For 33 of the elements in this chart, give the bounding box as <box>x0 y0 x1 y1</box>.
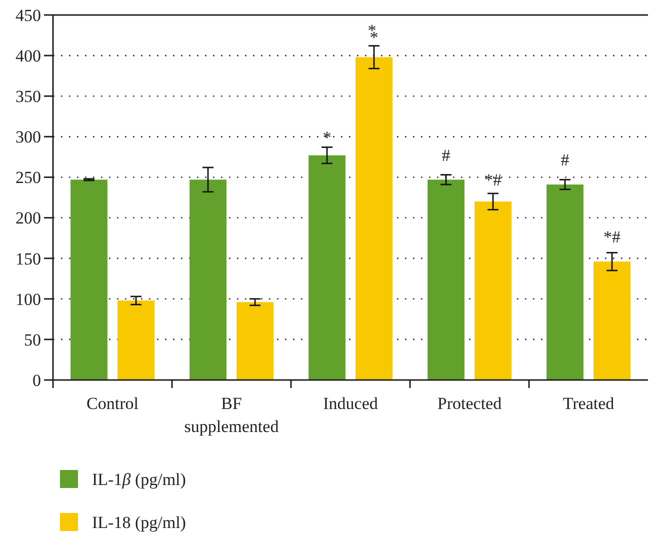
bar <box>190 180 226 380</box>
annotation: # <box>442 146 451 165</box>
y-tick-label: 250 <box>16 168 41 188</box>
legend-label: IL-18 (pg/ml) <box>92 512 186 532</box>
annotation: # <box>560 150 570 170</box>
bar <box>546 184 584 380</box>
bar <box>236 302 274 380</box>
x-tick-label: BF supplemented <box>184 394 280 436</box>
y-tick-label: 50 <box>24 330 41 350</box>
x-tick-label: Induced <box>323 394 378 413</box>
x-tick-label: Control <box>86 394 139 413</box>
y-tick-label: 100 <box>16 290 41 309</box>
y-tick-label: 450 <box>16 6 41 25</box>
y-tick-label: 350 <box>16 87 41 106</box>
bar <box>70 180 108 380</box>
x-tick-label: Protected <box>437 394 502 413</box>
y-tick-label: 300 <box>16 128 41 147</box>
bar <box>118 300 154 380</box>
bar <box>428 180 464 380</box>
annotation: * <box>322 128 332 148</box>
annotation: *# <box>484 170 502 190</box>
legend-label: IL-1β (pg/ml) <box>92 470 186 489</box>
bar <box>474 202 512 380</box>
annotation: *# <box>604 228 622 247</box>
y-tick-label: 0 <box>32 370 41 390</box>
y-tick-label: 400 <box>16 46 41 66</box>
y-tick-label: 150 <box>16 249 41 268</box>
bar <box>356 57 392 380</box>
annotation: ** <box>368 20 378 47</box>
x-tick-label: Treated <box>562 394 615 413</box>
bar <box>594 262 630 380</box>
y-tick-label: 200 <box>16 208 41 228</box>
bar <box>308 155 346 380</box>
